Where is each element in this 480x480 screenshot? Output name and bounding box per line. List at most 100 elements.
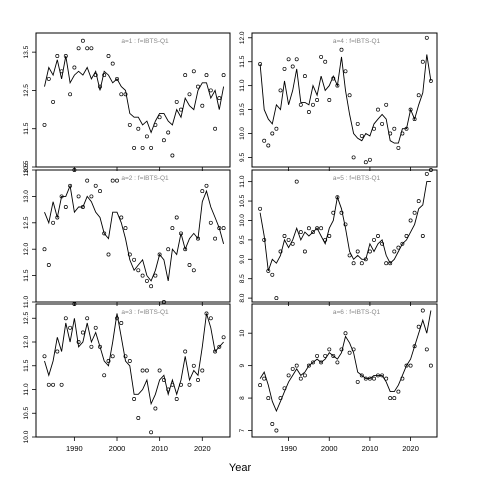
data-point (98, 84, 102, 89)
data-point (140, 145, 145, 150)
y-tick-label: 12.0 (239, 31, 246, 44)
data-point (80, 330, 85, 335)
y-tick-label: 11.5 (239, 55, 246, 68)
panel-title: a=4 : f=IBTS-Q1 (333, 38, 381, 45)
data-point (408, 363, 413, 368)
data-point (72, 302, 77, 306)
data-point (187, 382, 192, 387)
data-point (132, 397, 137, 401)
y-tick-label: 11.0 (23, 296, 30, 309)
data-point (85, 178, 90, 183)
data-point (355, 249, 360, 254)
y-tick-label: 10.0 (239, 214, 246, 227)
data-point (327, 98, 332, 102)
data-point (85, 316, 90, 321)
data-point (51, 99, 56, 104)
data-point (208, 220, 213, 225)
data-point (102, 373, 107, 378)
data-point (400, 241, 405, 246)
y-tick-label: 13.0 (23, 190, 30, 203)
data-point (315, 226, 320, 231)
x-tick-label: 2000 (321, 444, 338, 453)
data-point (327, 234, 332, 238)
data-point (351, 155, 356, 160)
data-point (282, 66, 287, 71)
fitted-line (259, 310, 432, 413)
y-tick-label: 11.5 (23, 269, 30, 282)
y-tick-label: 8.5 (239, 274, 246, 283)
data-point (119, 215, 124, 220)
panel-title: a=3 : f=IBTS-Q1 (121, 309, 169, 316)
fitted-line (44, 184, 225, 282)
data-point (278, 249, 283, 254)
data-point (355, 121, 360, 126)
data-point (286, 57, 291, 62)
data-point (76, 340, 81, 344)
data-point (98, 344, 102, 349)
y-tick-label: 11.5 (23, 122, 30, 135)
data-point (208, 316, 213, 321)
data-point (290, 366, 295, 371)
data-point (339, 47, 344, 52)
data-point (46, 382, 51, 387)
data-point (153, 406, 158, 411)
data-point (136, 268, 141, 273)
data-point (367, 249, 372, 254)
data-point (144, 278, 149, 283)
data-point (140, 273, 145, 278)
data-point (351, 261, 356, 266)
data-point (183, 349, 188, 354)
data-point (42, 122, 47, 127)
data-point (388, 396, 393, 401)
y-tick-label: 10.0 (239, 127, 246, 140)
data-point (174, 215, 179, 220)
data-point (298, 230, 303, 235)
data-point (258, 206, 263, 211)
data-point (270, 131, 275, 136)
data-point (106, 359, 111, 363)
data-point (323, 59, 328, 64)
data-point (376, 234, 380, 238)
data-point (416, 324, 421, 329)
data-point (266, 396, 271, 401)
data-point (153, 273, 158, 278)
data-point (106, 252, 111, 257)
data-point (315, 353, 320, 358)
data-point (311, 102, 315, 107)
data-point (376, 107, 380, 112)
fitted-line (44, 55, 225, 134)
data-point (412, 210, 417, 215)
data-point (372, 376, 376, 381)
data-point (270, 422, 275, 426)
data-point (110, 178, 115, 183)
y-tick-label: 9 (239, 363, 246, 367)
data-point (372, 237, 376, 242)
chart-panel: a=3 : f=IBTS-Q1 10.0 10.5 11.0 11.5 12.0 12.5 1… (23, 302, 231, 453)
data-point (306, 363, 311, 368)
data-point (274, 126, 279, 131)
panel-title: a=2 : f=IBTS-Q1 (121, 175, 169, 182)
data-point (115, 76, 119, 81)
chart-panel: a=2 : f=IBTS-Q1 11.0 11.5 12.0 12.5 13.0 13.5 (23, 163, 231, 309)
data-point (123, 354, 128, 359)
chart-panel: a=1 : f=IBTS-Q1 10.5 11.5 12.5 13.5 (23, 32, 231, 173)
data-point (424, 347, 429, 352)
data-point (110, 354, 115, 359)
data-point (63, 316, 68, 321)
data-point (274, 428, 279, 433)
data-point (59, 382, 64, 387)
data-point (359, 261, 364, 266)
data-point (196, 84, 200, 89)
data-point (127, 252, 132, 257)
data-point (339, 210, 344, 215)
x-tick-label: 2020 (402, 444, 419, 453)
data-point (132, 145, 137, 150)
data-point (262, 376, 267, 381)
data-point (76, 46, 81, 51)
data-point (51, 382, 56, 387)
data-point (132, 257, 137, 262)
y-tick-label: 7 (239, 428, 246, 432)
data-point (89, 344, 94, 349)
data-point (278, 88, 283, 93)
data-point (306, 226, 311, 231)
